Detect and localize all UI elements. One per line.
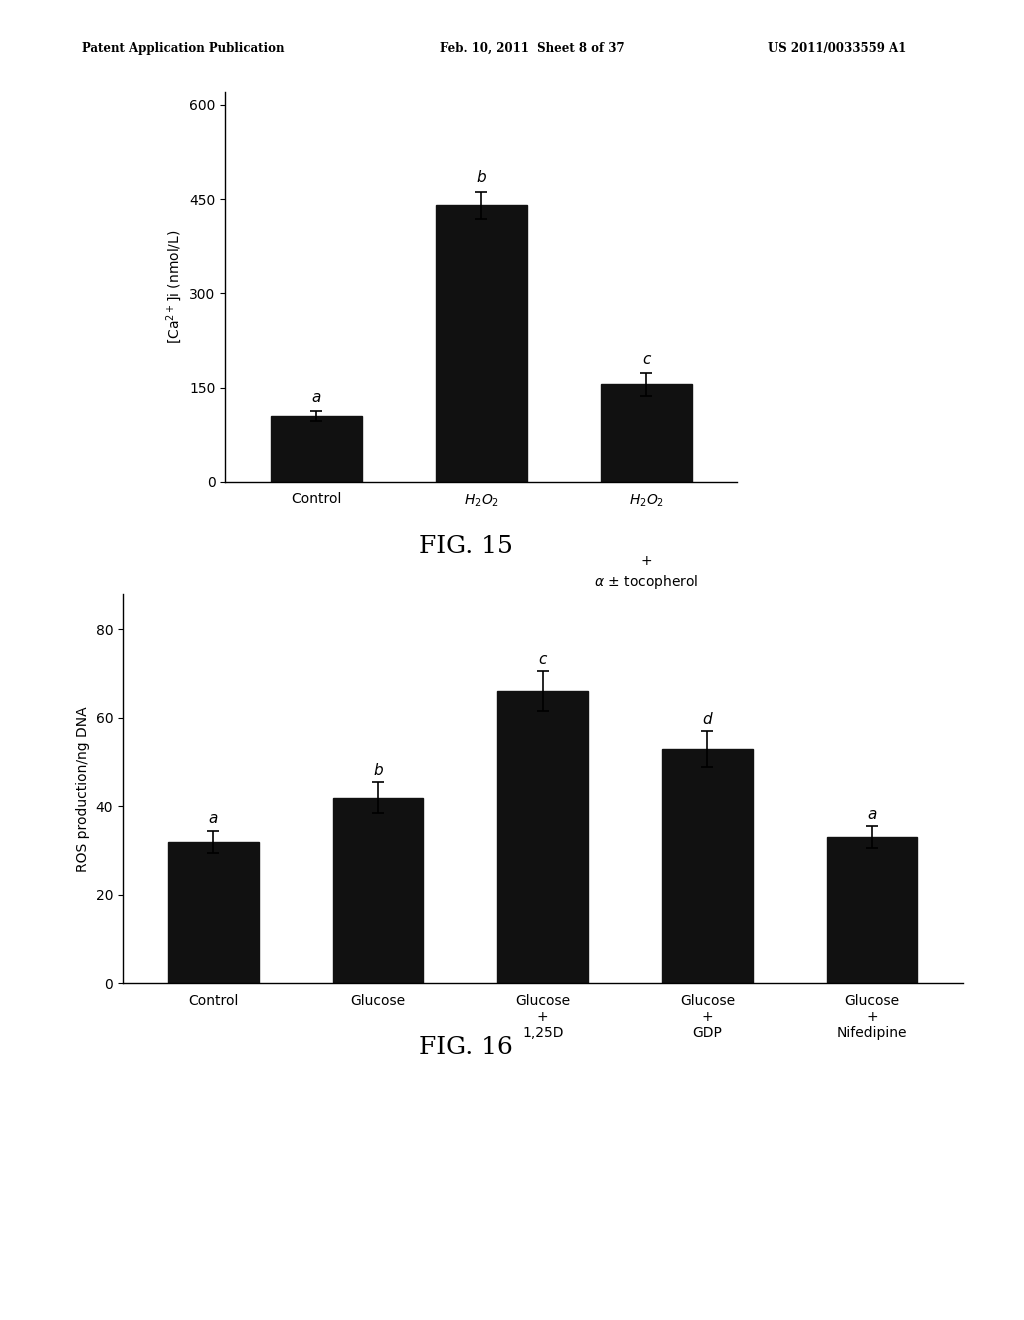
Text: Feb. 10, 2011  Sheet 8 of 37: Feb. 10, 2011 Sheet 8 of 37 [440,42,625,55]
Bar [601,384,692,482]
Bar [333,797,423,983]
Y-axis label: ROS production/ng DNA: ROS production/ng DNA [76,706,90,871]
Bar [168,842,259,983]
Text: Patent Application Publication: Patent Application Publication [82,42,285,55]
Text: US 2011/0033559 A1: US 2011/0033559 A1 [768,42,906,55]
Bar [270,416,361,482]
Text: +: + [641,554,652,568]
Text: d: d [702,711,712,727]
Text: FIG. 15: FIG. 15 [419,535,513,557]
Text: a: a [867,807,877,822]
Text: a: a [209,812,218,826]
Bar [826,837,918,983]
Bar [663,748,753,983]
Text: FIG. 16: FIG. 16 [419,1036,513,1059]
Text: c: c [642,352,650,367]
Bar [498,692,588,983]
Y-axis label: [Ca$^{2+}$]i (nmol/L): [Ca$^{2+}$]i (nmol/L) [164,230,183,345]
Text: b: b [374,763,383,777]
Text: b: b [476,170,486,185]
Text: $\alpha$ ± tocopherol: $\alpha$ ± tocopherol [594,573,698,591]
Text: c: c [539,652,547,667]
Bar [436,206,526,482]
Text: a: a [311,389,321,404]
